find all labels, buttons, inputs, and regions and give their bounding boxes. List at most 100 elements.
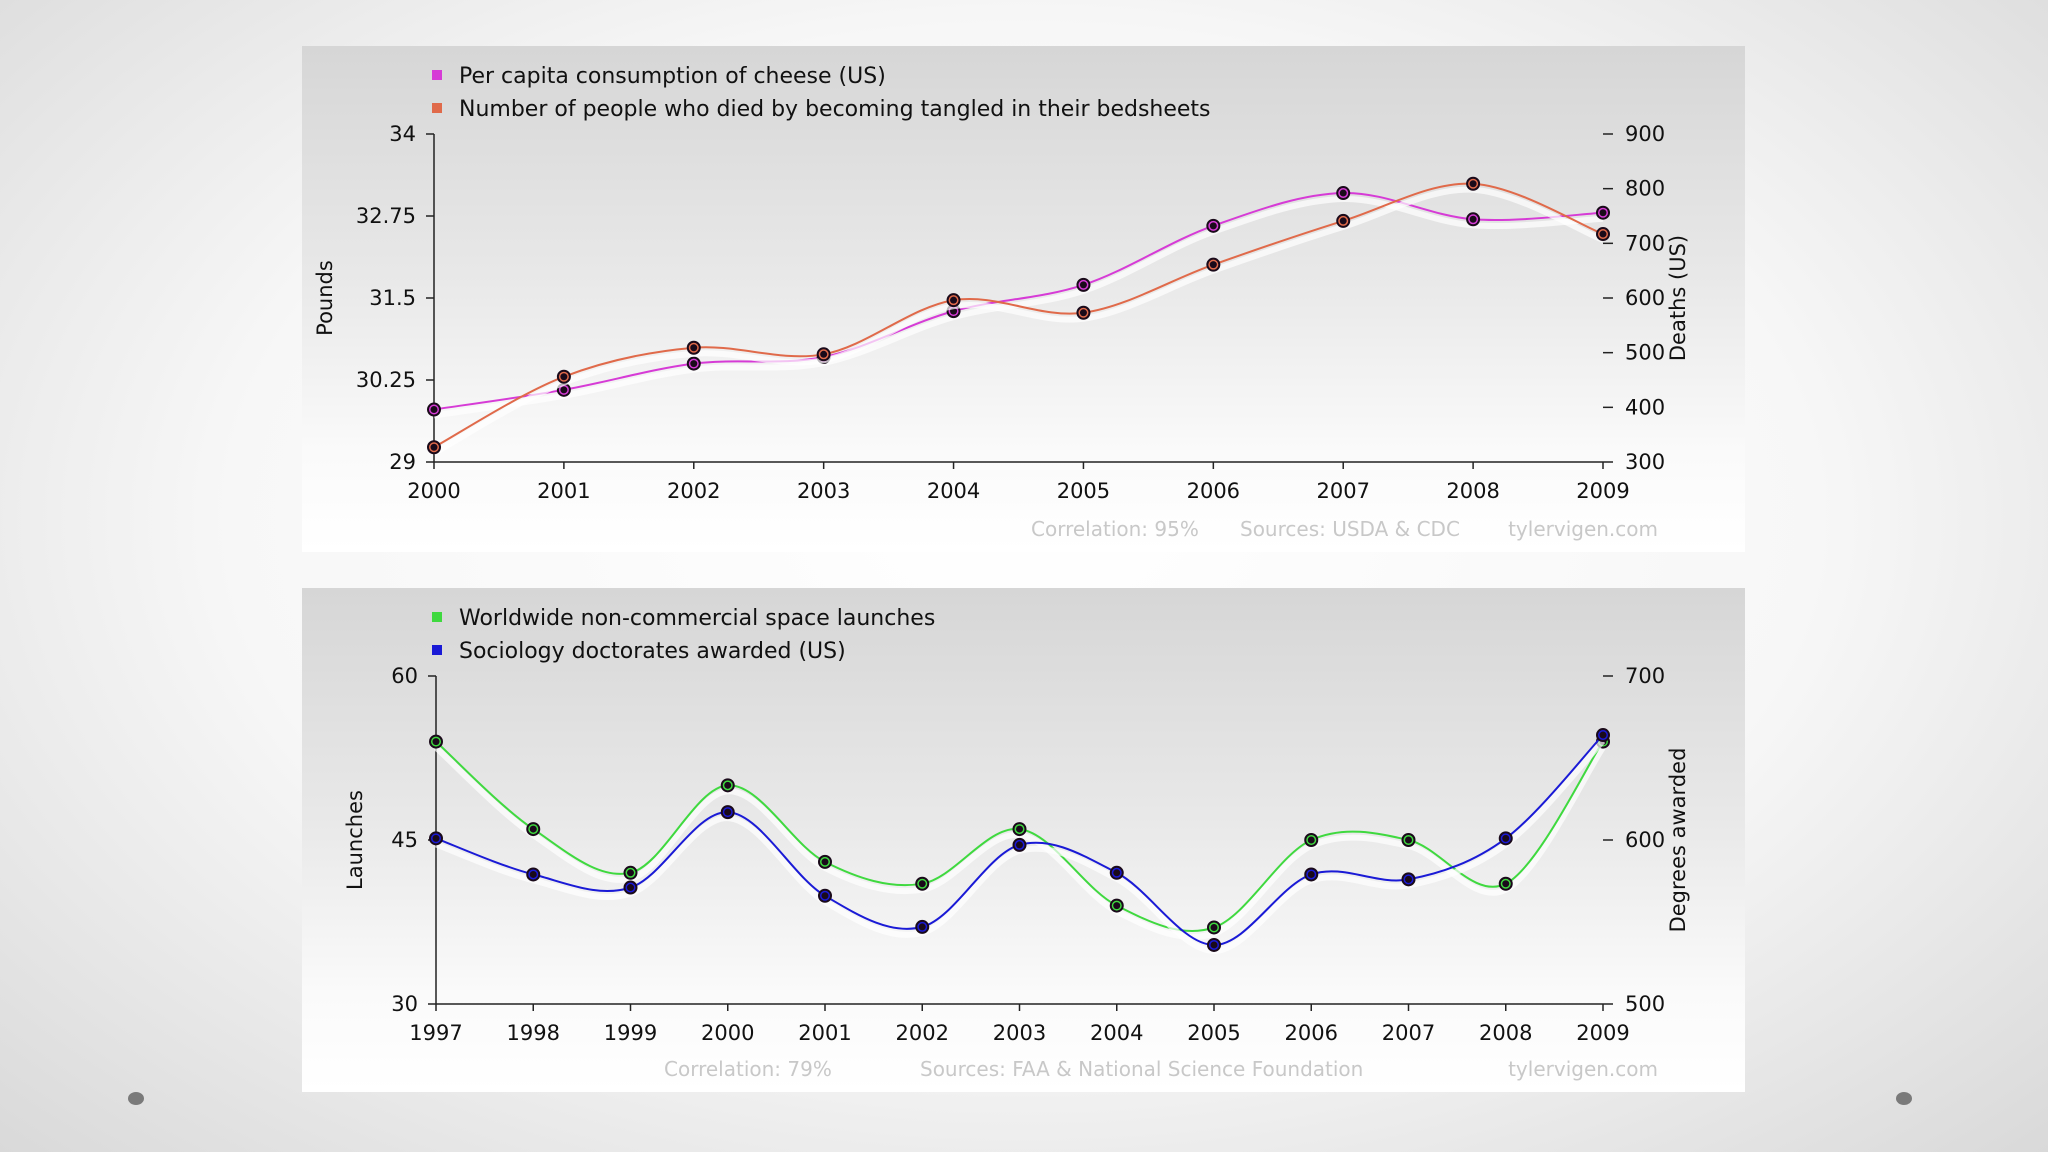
series-point-core [918, 923, 926, 931]
footer-sources: Sources: FAA & National Science Foundati… [920, 1057, 1363, 1081]
x-tick-label: 2008 [1479, 1021, 1532, 1045]
series-point-core [821, 892, 829, 900]
right-tick-label: 400 [1625, 395, 1665, 419]
series-point-core [529, 825, 537, 833]
y-axis-title: Pounds [313, 260, 337, 336]
x-tick-label: 1998 [507, 1021, 560, 1045]
series-point-core [1210, 941, 1218, 949]
x-tick-label: 2002 [667, 479, 720, 503]
series-point-core [1502, 880, 1510, 888]
series-point-core [1209, 222, 1217, 230]
footer-site: tylervigen.com [1508, 517, 1658, 541]
x-tick-label: 2007 [1382, 1021, 1435, 1045]
series-point-core [1339, 217, 1347, 225]
series-point-core [1405, 836, 1412, 844]
x-tick-label: 2000 [701, 1021, 754, 1045]
footer-sources: Sources: USDA & CDC [1240, 517, 1460, 541]
series-shadow-cheese [433, 195, 1604, 419]
left-tick-label: 30 [391, 992, 418, 1016]
series-point-core [432, 834, 440, 842]
series-point-core [1405, 875, 1412, 883]
slide-nav-dot-right[interactable] [1896, 1092, 1912, 1105]
left-tick-label: 29 [389, 450, 416, 474]
series-shadow-bedsheets [432, 186, 1605, 456]
x-tick-label: 2009 [1576, 479, 1629, 503]
y-axis-title: Launches [343, 790, 367, 890]
series-point-core [820, 350, 828, 358]
series-point-core [1469, 215, 1477, 223]
legend-label-launches: Worldwide non-commercial space launches [459, 606, 935, 631]
legend-swatch-sociology [432, 645, 442, 655]
left-tick-label: 45 [391, 828, 418, 852]
x-tick-label: 2003 [993, 1021, 1046, 1045]
legend-swatch-launches [432, 612, 442, 622]
right-tick-label: 700 [1625, 664, 1665, 688]
series-point-core [1307, 870, 1315, 878]
series-point-core [690, 344, 698, 352]
series-point-core [1210, 923, 1218, 931]
right-tick-label: 900 [1625, 122, 1665, 146]
left-tick-label: 60 [391, 664, 418, 688]
series-point-core [430, 406, 438, 414]
y2-axis-title: Deaths (US) [1666, 235, 1690, 361]
chart-cheese-bedsheets: Per capita consumption of cheese (US) Num… [313, 64, 1690, 541]
chart-panel-launches-sociology: Worldwide non-commercial space launches S… [302, 588, 1745, 1092]
x-tick-label: 2001 [798, 1021, 851, 1045]
x-tick-label: 1999 [604, 1021, 657, 1045]
series-line-bedsheets [433, 182, 1604, 449]
right-tick-label: 700 [1625, 231, 1665, 255]
x-tick-label: 2008 [1446, 479, 1499, 503]
series-point-core [1599, 731, 1607, 739]
x-tick-label: 2004 [1090, 1021, 1143, 1045]
footer-site: tylervigen.com [1508, 1057, 1658, 1081]
chart-panel-cheese-bedsheets: Per capita consumption of cheese (US) Num… [302, 46, 1745, 552]
series-point-core [627, 884, 634, 892]
series-point-core [1209, 261, 1217, 269]
footer-correlation: Correlation: 95% [1031, 517, 1199, 541]
x-tick-label: 2005 [1057, 479, 1110, 503]
series-point-core [1339, 189, 1347, 197]
legend-swatch-bedsheets [432, 103, 442, 113]
left-tick-label: 31.5 [369, 286, 416, 310]
x-tick-label: 2007 [1316, 479, 1369, 503]
series-point-core [1079, 281, 1087, 289]
legend-label-bedsheets: Number of people who died by becoming ta… [459, 97, 1211, 122]
x-tick-label: 2009 [1576, 1021, 1629, 1045]
x-tick-label: 1997 [409, 1021, 462, 1045]
series-point-core [1079, 309, 1087, 317]
x-tick-label: 2000 [407, 479, 460, 503]
right-tick-label: 500 [1625, 992, 1665, 1016]
left-tick-label: 34 [389, 122, 416, 146]
series-point-core [1502, 834, 1510, 842]
x-tick-label: 2006 [1187, 479, 1240, 503]
series-point-core [1307, 836, 1315, 844]
series-point-core [432, 738, 440, 746]
series-point-core [1469, 180, 1477, 188]
series-point-core [950, 296, 958, 304]
series-point-core [560, 386, 568, 394]
right-tick-label: 300 [1625, 450, 1665, 474]
series-point-core [529, 870, 537, 878]
legend-swatch-cheese [432, 70, 442, 80]
left-tick-label: 32.75 [356, 204, 416, 228]
series-point-core [1599, 209, 1607, 217]
right-tick-label: 800 [1625, 177, 1665, 201]
series-point-core [918, 880, 926, 888]
x-tick-label: 2001 [537, 479, 590, 503]
x-tick-label: 2002 [896, 1021, 949, 1045]
right-tick-label: 600 [1625, 828, 1665, 852]
x-tick-label: 2004 [927, 479, 980, 503]
chart-launches-sociology: Worldwide non-commercial space launches S… [343, 606, 1690, 1081]
legend-label-sociology: Sociology doctorates awarded (US) [459, 639, 846, 664]
right-tick-label: 500 [1625, 341, 1665, 365]
x-tick-label: 2005 [1187, 1021, 1240, 1045]
series-point-core [627, 869, 634, 877]
series-point-core [1599, 230, 1607, 238]
slide-nav-dot-left[interactable] [128, 1092, 144, 1105]
series-point-core [690, 360, 698, 368]
series-point-core [430, 443, 438, 451]
footer-correlation: Correlation: 79% [664, 1057, 832, 1081]
right-tick-label: 600 [1625, 286, 1665, 310]
series-point-core [821, 858, 829, 866]
legend-label-cheese: Per capita consumption of cheese (US) [459, 64, 886, 89]
